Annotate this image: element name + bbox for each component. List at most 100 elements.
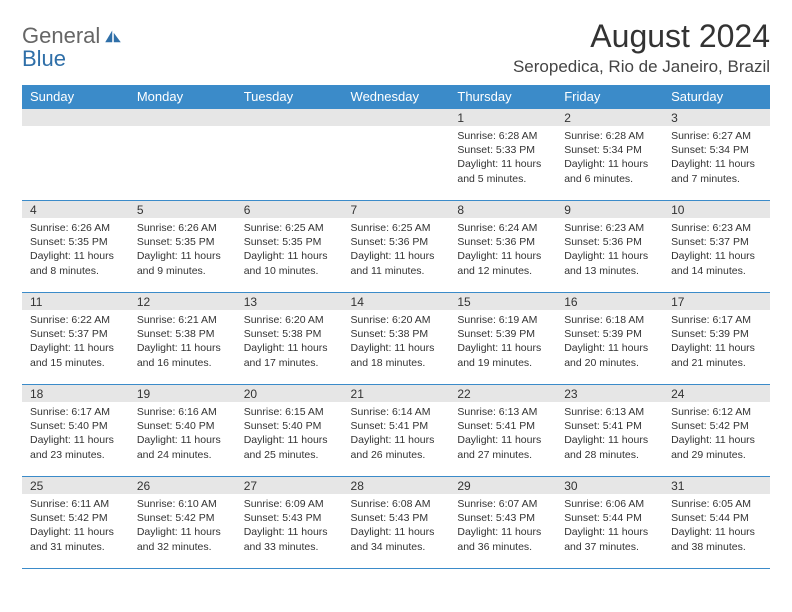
- calendar-day-cell: 4Sunrise: 6:26 AMSunset: 5:35 PMDaylight…: [22, 201, 129, 293]
- day-info: Sunrise: 6:11 AMSunset: 5:42 PMDaylight:…: [22, 494, 129, 558]
- day-number: [22, 109, 129, 126]
- calendar-day-cell: 13Sunrise: 6:20 AMSunset: 5:38 PMDayligh…: [236, 293, 343, 385]
- sunset-text: Sunset: 5:37 PM: [671, 235, 762, 249]
- daylight-text: Daylight: 11 hours and 29 minutes.: [671, 433, 762, 461]
- day-number: 11: [22, 293, 129, 310]
- day-number: 1: [449, 109, 556, 126]
- daylight-text: Daylight: 11 hours and 25 minutes.: [244, 433, 335, 461]
- sunset-text: Sunset: 5:40 PM: [137, 419, 228, 433]
- day-header: Thursday: [449, 85, 556, 109]
- calendar-day-cell: [22, 109, 129, 201]
- daylight-text: Daylight: 11 hours and 10 minutes.: [244, 249, 335, 277]
- daylight-text: Daylight: 11 hours and 28 minutes.: [564, 433, 655, 461]
- day-number: 4: [22, 201, 129, 218]
- calendar-week-row: 4Sunrise: 6:26 AMSunset: 5:35 PMDaylight…: [22, 201, 770, 293]
- daylight-text: Daylight: 11 hours and 14 minutes.: [671, 249, 762, 277]
- day-number: 21: [343, 385, 450, 402]
- calendar-day-cell: 25Sunrise: 6:11 AMSunset: 5:42 PMDayligh…: [22, 477, 129, 569]
- day-number: 30: [556, 477, 663, 494]
- sunrise-text: Sunrise: 6:26 AM: [137, 221, 228, 235]
- day-info: Sunrise: 6:07 AMSunset: 5:43 PMDaylight:…: [449, 494, 556, 558]
- sunrise-text: Sunrise: 6:26 AM: [30, 221, 121, 235]
- sunset-text: Sunset: 5:38 PM: [244, 327, 335, 341]
- sunrise-text: Sunrise: 6:11 AM: [30, 497, 121, 511]
- day-number: 7: [343, 201, 450, 218]
- calendar-week-row: 1Sunrise: 6:28 AMSunset: 5:33 PMDaylight…: [22, 109, 770, 201]
- calendar-week-row: 18Sunrise: 6:17 AMSunset: 5:40 PMDayligh…: [22, 385, 770, 477]
- day-info: Sunrise: 6:12 AMSunset: 5:42 PMDaylight:…: [663, 402, 770, 466]
- calendar-day-cell: 7Sunrise: 6:25 AMSunset: 5:36 PMDaylight…: [343, 201, 450, 293]
- sunrise-text: Sunrise: 6:27 AM: [671, 129, 762, 143]
- day-number: 8: [449, 201, 556, 218]
- sunrise-text: Sunrise: 6:20 AM: [351, 313, 442, 327]
- day-number: 14: [343, 293, 450, 310]
- sunset-text: Sunset: 5:43 PM: [457, 511, 548, 525]
- sunset-text: Sunset: 5:37 PM: [30, 327, 121, 341]
- calendar-day-cell: 31Sunrise: 6:05 AMSunset: 5:44 PMDayligh…: [663, 477, 770, 569]
- sunset-text: Sunset: 5:34 PM: [671, 143, 762, 157]
- sunset-text: Sunset: 5:43 PM: [351, 511, 442, 525]
- sunset-text: Sunset: 5:36 PM: [564, 235, 655, 249]
- daylight-text: Daylight: 11 hours and 33 minutes.: [244, 525, 335, 553]
- day-number: 13: [236, 293, 343, 310]
- sunset-text: Sunset: 5:44 PM: [564, 511, 655, 525]
- sunrise-text: Sunrise: 6:18 AM: [564, 313, 655, 327]
- calendar-day-cell: 28Sunrise: 6:08 AMSunset: 5:43 PMDayligh…: [343, 477, 450, 569]
- calendar-day-cell: 18Sunrise: 6:17 AMSunset: 5:40 PMDayligh…: [22, 385, 129, 477]
- day-info: Sunrise: 6:26 AMSunset: 5:35 PMDaylight:…: [22, 218, 129, 282]
- calendar-day-cell: 15Sunrise: 6:19 AMSunset: 5:39 PMDayligh…: [449, 293, 556, 385]
- sunset-text: Sunset: 5:38 PM: [351, 327, 442, 341]
- calendar-day-cell: 20Sunrise: 6:15 AMSunset: 5:40 PMDayligh…: [236, 385, 343, 477]
- day-info: [236, 126, 343, 133]
- month-title: August 2024: [513, 18, 770, 55]
- day-header: Friday: [556, 85, 663, 109]
- day-header: Wednesday: [343, 85, 450, 109]
- calendar-day-cell: 1Sunrise: 6:28 AMSunset: 5:33 PMDaylight…: [449, 109, 556, 201]
- logo-word1: General: [22, 23, 100, 48]
- header: GeneralBlue August 2024 Seropedica, Rio …: [22, 18, 770, 77]
- day-number: 31: [663, 477, 770, 494]
- day-number: 12: [129, 293, 236, 310]
- daylight-text: Daylight: 11 hours and 16 minutes.: [137, 341, 228, 369]
- daylight-text: Daylight: 11 hours and 9 minutes.: [137, 249, 228, 277]
- calendar-day-cell: 19Sunrise: 6:16 AMSunset: 5:40 PMDayligh…: [129, 385, 236, 477]
- day-info: Sunrise: 6:20 AMSunset: 5:38 PMDaylight:…: [236, 310, 343, 374]
- daylight-text: Daylight: 11 hours and 8 minutes.: [30, 249, 121, 277]
- calendar-day-cell: 22Sunrise: 6:13 AMSunset: 5:41 PMDayligh…: [449, 385, 556, 477]
- calendar-day-cell: 24Sunrise: 6:12 AMSunset: 5:42 PMDayligh…: [663, 385, 770, 477]
- sunset-text: Sunset: 5:41 PM: [564, 419, 655, 433]
- daylight-text: Daylight: 11 hours and 27 minutes.: [457, 433, 548, 461]
- calendar-day-cell: 10Sunrise: 6:23 AMSunset: 5:37 PMDayligh…: [663, 201, 770, 293]
- day-info: [129, 126, 236, 133]
- day-info: Sunrise: 6:17 AMSunset: 5:39 PMDaylight:…: [663, 310, 770, 374]
- day-number: 5: [129, 201, 236, 218]
- location: Seropedica, Rio de Janeiro, Brazil: [513, 57, 770, 77]
- day-info: Sunrise: 6:14 AMSunset: 5:41 PMDaylight:…: [343, 402, 450, 466]
- day-info: Sunrise: 6:15 AMSunset: 5:40 PMDaylight:…: [236, 402, 343, 466]
- sunrise-text: Sunrise: 6:28 AM: [564, 129, 655, 143]
- sunrise-text: Sunrise: 6:10 AM: [137, 497, 228, 511]
- calendar-day-cell: 29Sunrise: 6:07 AMSunset: 5:43 PMDayligh…: [449, 477, 556, 569]
- day-info: Sunrise: 6:25 AMSunset: 5:35 PMDaylight:…: [236, 218, 343, 282]
- day-number: 19: [129, 385, 236, 402]
- calendar-day-cell: 30Sunrise: 6:06 AMSunset: 5:44 PMDayligh…: [556, 477, 663, 569]
- sunset-text: Sunset: 5:39 PM: [564, 327, 655, 341]
- sunset-text: Sunset: 5:42 PM: [30, 511, 121, 525]
- sunrise-text: Sunrise: 6:25 AM: [351, 221, 442, 235]
- sunset-text: Sunset: 5:36 PM: [457, 235, 548, 249]
- day-info: Sunrise: 6:25 AMSunset: 5:36 PMDaylight:…: [343, 218, 450, 282]
- daylight-text: Daylight: 11 hours and 31 minutes.: [30, 525, 121, 553]
- day-number: 6: [236, 201, 343, 218]
- day-info: Sunrise: 6:08 AMSunset: 5:43 PMDaylight:…: [343, 494, 450, 558]
- calendar-day-cell: 23Sunrise: 6:13 AMSunset: 5:41 PMDayligh…: [556, 385, 663, 477]
- daylight-text: Daylight: 11 hours and 37 minutes.: [564, 525, 655, 553]
- calendar-week-row: 25Sunrise: 6:11 AMSunset: 5:42 PMDayligh…: [22, 477, 770, 569]
- calendar-day-cell: 9Sunrise: 6:23 AMSunset: 5:36 PMDaylight…: [556, 201, 663, 293]
- calendar-day-cell: 16Sunrise: 6:18 AMSunset: 5:39 PMDayligh…: [556, 293, 663, 385]
- day-info: [22, 126, 129, 133]
- sunset-text: Sunset: 5:40 PM: [30, 419, 121, 433]
- day-number: 22: [449, 385, 556, 402]
- daylight-text: Daylight: 11 hours and 36 minutes.: [457, 525, 548, 553]
- day-header-row: Sunday Monday Tuesday Wednesday Thursday…: [22, 85, 770, 109]
- calendar-table: Sunday Monday Tuesday Wednesday Thursday…: [22, 85, 770, 569]
